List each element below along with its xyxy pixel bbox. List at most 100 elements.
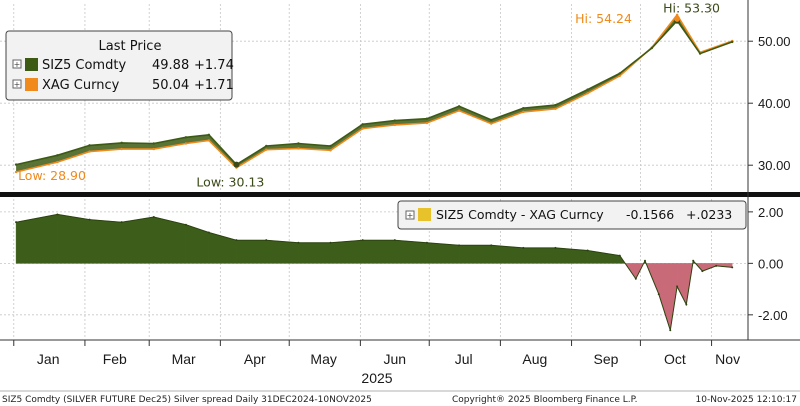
- x-tick-label: Aug: [522, 351, 547, 367]
- series-line-sizu-point: [329, 144, 332, 148]
- series-line-sizu-point: [361, 123, 364, 126]
- spread-area-positive: [490, 245, 524, 264]
- price-annotations: Hi: 53.30 Hi: 54.24 Low: 30.13 Low: 28.90: [18, 1, 720, 190]
- spread-point: [644, 259, 647, 262]
- series-line-sizu-point: [393, 119, 397, 122]
- spread-point: [669, 329, 672, 332]
- series-line-xag-point: [88, 150, 91, 153]
- series-line-sizu-point: [184, 136, 188, 139]
- spread-legend[interactable]: + SIZ5 Comdty - XAG Curncy -0.1566 +.023…: [397, 200, 747, 230]
- spread-point: [393, 239, 396, 242]
- expand-icon[interactable]: [12, 79, 22, 89]
- svg-text:+: +: [14, 80, 21, 89]
- series-line-sizu-point: [618, 72, 621, 75]
- x-tick-label: Mar: [172, 351, 196, 367]
- legend-last-sizu: 49.88: [152, 58, 189, 73]
- spread-point: [618, 254, 621, 257]
- series-line-xag: [15, 13, 733, 173]
- legend-change-xag: +1.71: [194, 78, 234, 93]
- spread-point: [554, 246, 557, 249]
- spread-point: [676, 285, 679, 288]
- series-line-sizu-point: [698, 52, 702, 55]
- spread-point: [458, 244, 461, 247]
- expand-icon[interactable]: [12, 59, 22, 69]
- spread-area-positive: [458, 245, 492, 264]
- spread-area-positive: [330, 239, 363, 264]
- series-line-sizu-point: [554, 103, 557, 107]
- spread-point: [265, 239, 268, 242]
- series-line-sizu-point: [522, 106, 525, 110]
- svg-text:+: +: [407, 211, 414, 220]
- price-y-tick-label: 30.00: [758, 158, 791, 173]
- legend-name-spread: SIZ5 Comdty - XAG Curncy: [436, 207, 604, 222]
- legend-swatch-spread: [418, 208, 431, 221]
- legend-change-spread: +.0233: [686, 207, 732, 222]
- series-line-sizu-point: [425, 117, 429, 120]
- footer-left: SIZ5 Comdty (SILVER FUTURE Dec25) Silver…: [2, 395, 372, 405]
- series-line-sizu-point: [207, 133, 211, 137]
- x-tick-label: Apr: [244, 351, 266, 367]
- price-legend[interactable]: Last Price + SIZ5 Comdty 49.88 +1.74 + X…: [5, 30, 234, 101]
- footer-center: Copyright® 2025 Bloomberg Finance L.P.: [452, 395, 637, 405]
- series-line-sizu-point: [265, 144, 268, 148]
- spread-area-positive: [523, 247, 556, 264]
- x-tick-label: Jan: [37, 351, 60, 367]
- spread-point: [692, 259, 695, 262]
- series-line-xag-point: [120, 147, 123, 151]
- spread-point: [634, 277, 637, 280]
- price-legend-title: Last Price: [99, 39, 162, 54]
- spread-y-axis: -2.00 0.00 2.00: [748, 205, 788, 323]
- spread-point: [207, 231, 210, 234]
- legend-name-sizu: SIZ5 Comdty: [42, 58, 126, 73]
- price-y-tick-label: 40.00: [758, 96, 791, 111]
- spread-point: [361, 239, 364, 242]
- series-line-sizu-point: [14, 163, 18, 166]
- series-line-sizu-point: [490, 118, 493, 122]
- spread-point: [297, 241, 300, 244]
- spread-point: [15, 221, 18, 224]
- series-line-xag-point: [675, 13, 679, 17]
- legend-entry-sizu[interactable]: + SIZ5 Comdty 49.88 +1.74: [12, 58, 234, 73]
- spread-legend-box: [397, 200, 747, 230]
- price-y-axis: 30.00 40.00 50.00: [748, 34, 791, 173]
- series-line-sizu-point: [88, 144, 91, 147]
- series-line-xag-point: [490, 122, 493, 125]
- legend-name-xag: XAG Curncy: [42, 78, 120, 93]
- series-line-sizu-point: [457, 105, 461, 108]
- series-line-sizu-point: [120, 141, 123, 145]
- price-y-tick-label: 50.00: [758, 34, 791, 49]
- annotation-label: Low: 28.90: [18, 168, 86, 183]
- spread-y-tick-label: -2.00: [758, 308, 788, 323]
- spread-point: [235, 239, 238, 242]
- x-tick-label: May: [310, 351, 336, 367]
- spread-area-positive: [121, 216, 155, 264]
- series-line-xag-point: [329, 149, 332, 152]
- spread-area-positive: [89, 219, 122, 264]
- spread-point: [490, 244, 493, 247]
- legend-entry-xag[interactable]: + XAG Curncy 50.04 +1.71: [12, 78, 234, 93]
- series-line-xag-point: [184, 142, 188, 145]
- spread-area-positive: [394, 239, 428, 264]
- legend-last-xag: 50.04: [152, 78, 189, 93]
- x-tick-label: Nov: [715, 351, 740, 367]
- spread-point: [586, 249, 589, 252]
- spread-line: [16, 213, 733, 331]
- x-tick-label: Jul: [455, 351, 473, 367]
- spread-point: [120, 221, 123, 224]
- spread-point: [657, 293, 660, 296]
- expand-icon[interactable]: [405, 210, 415, 220]
- legend-swatch-sizu: [25, 58, 38, 71]
- annotation-label: Low: 30.13: [196, 175, 264, 190]
- price-legend-box: [5, 30, 233, 101]
- spread-point: [731, 266, 734, 269]
- spread-point: [329, 241, 332, 244]
- spread-point: [522, 246, 525, 249]
- footer-right: 10-Nov-2025 12:10:17: [696, 395, 797, 405]
- spread-point: [701, 270, 704, 273]
- series-line-sizu-point: [56, 154, 59, 157]
- spread-area-positive: [266, 239, 299, 264]
- series-line-xag-point: [265, 148, 268, 151]
- series-line-xag-point: [361, 127, 364, 130]
- annotation-label: Hi: 54.24: [575, 11, 632, 26]
- series-line-xag-point: [586, 92, 589, 95]
